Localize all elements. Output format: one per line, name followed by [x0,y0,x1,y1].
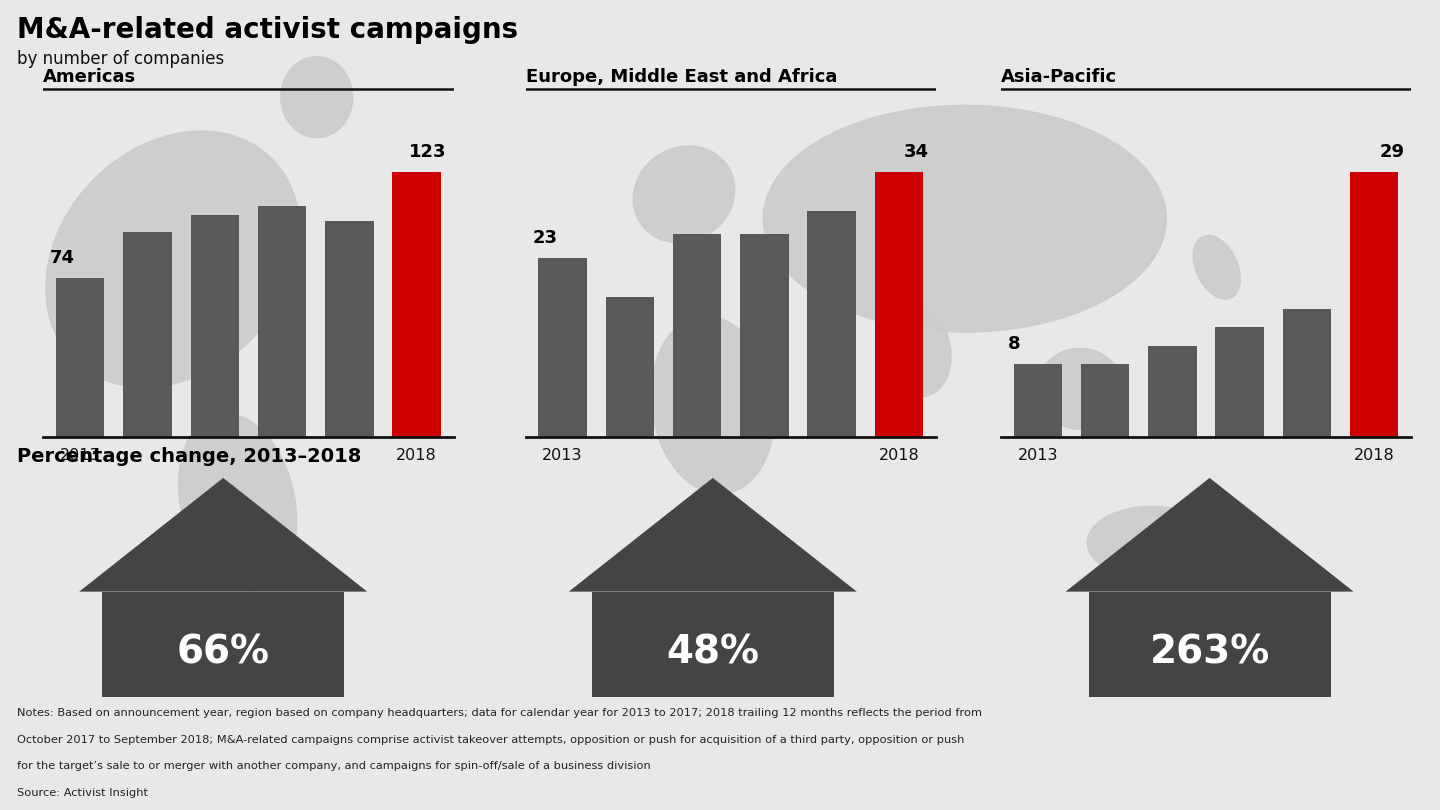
Polygon shape [1066,478,1354,591]
Ellipse shape [634,146,734,243]
Text: Europe, Middle East and Africa: Europe, Middle East and Africa [526,68,837,86]
Ellipse shape [651,316,775,494]
Bar [124,232,171,437]
Polygon shape [1089,591,1331,697]
Ellipse shape [763,105,1166,332]
Polygon shape [79,478,367,591]
Bar [672,234,721,437]
Text: for the target’s sale to or merger with another company, and campaigns for spin-: for the target’s sale to or merger with … [17,761,651,771]
Text: 74: 74 [50,249,75,267]
Bar [1215,327,1264,437]
Text: 34: 34 [904,143,929,161]
Bar [190,215,239,437]
Bar [258,207,307,437]
Ellipse shape [46,131,300,387]
Text: 23: 23 [533,229,557,247]
Text: 123: 123 [409,143,446,161]
Bar [1148,346,1197,437]
Text: Percentage change, 2013–2018: Percentage change, 2013–2018 [17,447,361,466]
Text: Asia-Pacific: Asia-Pacific [1001,68,1117,86]
Text: October 2017 to September 2018; M&A-related campaigns comprise activist takeover: October 2017 to September 2018; M&A-rela… [17,735,965,744]
Bar [1014,364,1063,437]
Polygon shape [102,591,344,697]
Bar [1349,172,1398,437]
Bar [808,211,855,437]
Text: Source: Activist Insight: Source: Activist Insight [17,788,148,798]
Text: Americas: Americas [43,68,137,86]
Ellipse shape [281,57,353,138]
Bar [740,234,789,437]
Ellipse shape [1194,236,1240,299]
Text: 8: 8 [1008,335,1020,353]
Ellipse shape [878,300,950,397]
Ellipse shape [179,413,297,591]
Ellipse shape [1087,506,1217,579]
Bar [1081,364,1129,437]
Bar [392,172,441,437]
Ellipse shape [1037,348,1123,429]
Bar [606,296,654,437]
Text: 263%: 263% [1149,634,1270,671]
Text: 48%: 48% [667,634,759,671]
Bar [325,221,373,437]
Bar [1283,309,1331,437]
Text: Notes: Based on announcement year, region based on company headquarters; data fo: Notes: Based on announcement year, regio… [17,708,982,718]
Bar [874,172,923,437]
Text: by number of companies: by number of companies [17,50,225,68]
Bar [56,278,105,437]
Polygon shape [592,591,834,697]
Text: M&A-related activist campaigns: M&A-related activist campaigns [17,16,518,45]
Polygon shape [569,478,857,591]
Bar [539,258,588,437]
Text: 29: 29 [1380,143,1404,161]
Text: 66%: 66% [177,634,269,671]
